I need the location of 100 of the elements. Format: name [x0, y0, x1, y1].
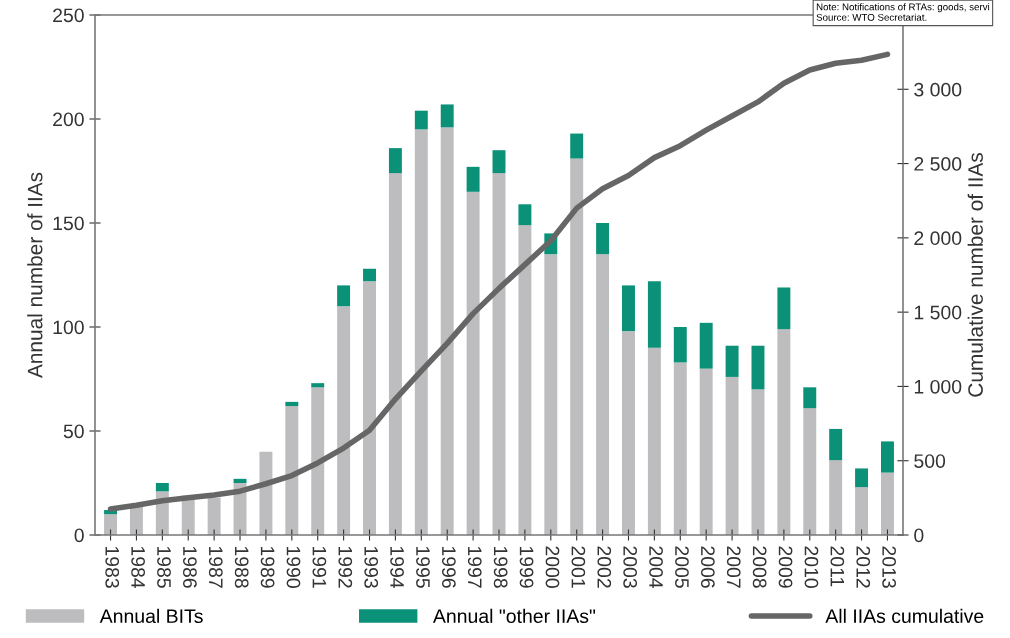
- y2-tick-label: 2 500: [914, 157, 962, 171]
- bar: [673, 327, 687, 363]
- y2-tick-label: 3 000: [914, 82, 962, 97]
- x-tick-label: 2011: [830, 546, 845, 587]
- bar: [699, 368, 713, 535]
- x-tick-label: 2007: [726, 546, 741, 588]
- bar: [751, 389, 765, 535]
- bar: [104, 514, 118, 535]
- x-tick-label: 2003: [623, 546, 638, 588]
- bar: [311, 383, 325, 388]
- annotation: Source: WTO Secretariat.: [816, 13, 927, 21]
- bar: [259, 451, 273, 535]
- bar: [285, 401, 299, 407]
- x-tick-label: 2005: [675, 546, 689, 588]
- y-tick-label: 250: [53, 8, 84, 23]
- y-tick-label: 100: [53, 320, 84, 335]
- y2-tick-label: 1 500: [914, 305, 962, 320]
- bar: [337, 306, 351, 535]
- x-tick-label: 1988: [234, 546, 249, 588]
- bar: [622, 331, 635, 535]
- bar: [647, 347, 661, 535]
- x-tick-label: 1999: [519, 546, 534, 588]
- bar: [777, 287, 791, 330]
- bar: [803, 387, 817, 409]
- x-tick-label: 1983: [105, 546, 120, 588]
- x-tick-label: 1992: [338, 546, 353, 588]
- y2-axis-title: Cumulative number of IIAs: [967, 153, 983, 397]
- x-tick-label: 1984: [131, 546, 145, 589]
- x-tick-label: 2002: [597, 546, 612, 588]
- bar: [803, 408, 817, 535]
- bar: [311, 387, 325, 535]
- bar: [466, 191, 480, 535]
- bar: [570, 133, 584, 159]
- bar: [363, 268, 376, 282]
- x-tick-label: 2000: [545, 546, 560, 588]
- bar: [751, 345, 765, 390]
- bar: [725, 376, 739, 535]
- bar: [829, 460, 843, 535]
- bar: [466, 166, 480, 192]
- y-axis-title: Annual number of IIAs: [27, 172, 43, 379]
- x-tick-label: 2006: [700, 546, 715, 588]
- legend-label: Annual "other IIAs": [432, 608, 596, 624]
- y2-tick-label: 1 000: [914, 379, 962, 394]
- bar: [596, 254, 610, 535]
- x-tick-label: 1997: [467, 546, 482, 588]
- x-tick-label: 2008: [752, 546, 767, 588]
- x-tick-label: 1991: [312, 546, 327, 588]
- text: Note: Notifications of RTAs: goods, servi: [816, 3, 990, 13]
- bar: [673, 362, 687, 535]
- y2-tick-label: 0: [914, 528, 924, 543]
- bar: [492, 173, 506, 535]
- bar: [855, 487, 869, 535]
- bar: [777, 329, 791, 535]
- y-tick-label: 150: [53, 216, 84, 231]
- bar: [388, 173, 402, 535]
- bar: [647, 281, 661, 348]
- bar: [570, 158, 584, 535]
- x-tick-label: 2004: [649, 546, 663, 589]
- x-tick-label: 1993: [364, 546, 379, 588]
- y-tick-label: 50: [63, 424, 84, 439]
- x-tick-label: 1994: [390, 546, 404, 589]
- x-tick-label: 2001: [571, 546, 586, 588]
- x-tick-label: 1987: [208, 546, 223, 588]
- y2-tick-label: 500: [914, 454, 946, 468]
- bar: [388, 148, 402, 174]
- x-tick-label: 1985: [157, 546, 171, 588]
- x-tick-label: 1986: [183, 546, 197, 588]
- bar: [492, 150, 506, 174]
- x-tick-label: 2009: [778, 546, 793, 588]
- bar: [725, 345, 739, 377]
- bar: [699, 322, 713, 369]
- bar: [285, 406, 299, 535]
- bar: [880, 472, 894, 535]
- x-tick-label: 2010: [804, 546, 819, 588]
- bar: [337, 285, 351, 307]
- bar: [207, 497, 221, 535]
- x-tick-label: 1996: [441, 546, 456, 588]
- x-tick-label: 2012: [856, 546, 871, 588]
- bar: [544, 254, 558, 535]
- y-tick-label: 200: [53, 112, 84, 127]
- bar: [363, 281, 376, 535]
- legend-label: Annual BITs: [99, 608, 203, 624]
- bar: [829, 428, 843, 461]
- y-tick-label: 0: [74, 528, 84, 543]
- legend-label: All IIAs cumulative: [825, 608, 984, 624]
- y2-tick-label: 2 000: [914, 231, 962, 246]
- x-tick-label: 2013: [882, 546, 897, 588]
- bar: [414, 129, 428, 535]
- bar: [518, 225, 532, 535]
- bar: [855, 468, 869, 488]
- bar: [440, 127, 454, 535]
- bar: [155, 483, 169, 492]
- bar: [622, 285, 635, 332]
- x-tick-label: 1998: [493, 546, 508, 588]
- bar: [880, 441, 894, 473]
- x-tick-label: 1990: [286, 546, 301, 588]
- bar: [414, 110, 428, 130]
- bar: [440, 104, 454, 128]
- bar: [596, 223, 610, 255]
- bar: [518, 204, 532, 226]
